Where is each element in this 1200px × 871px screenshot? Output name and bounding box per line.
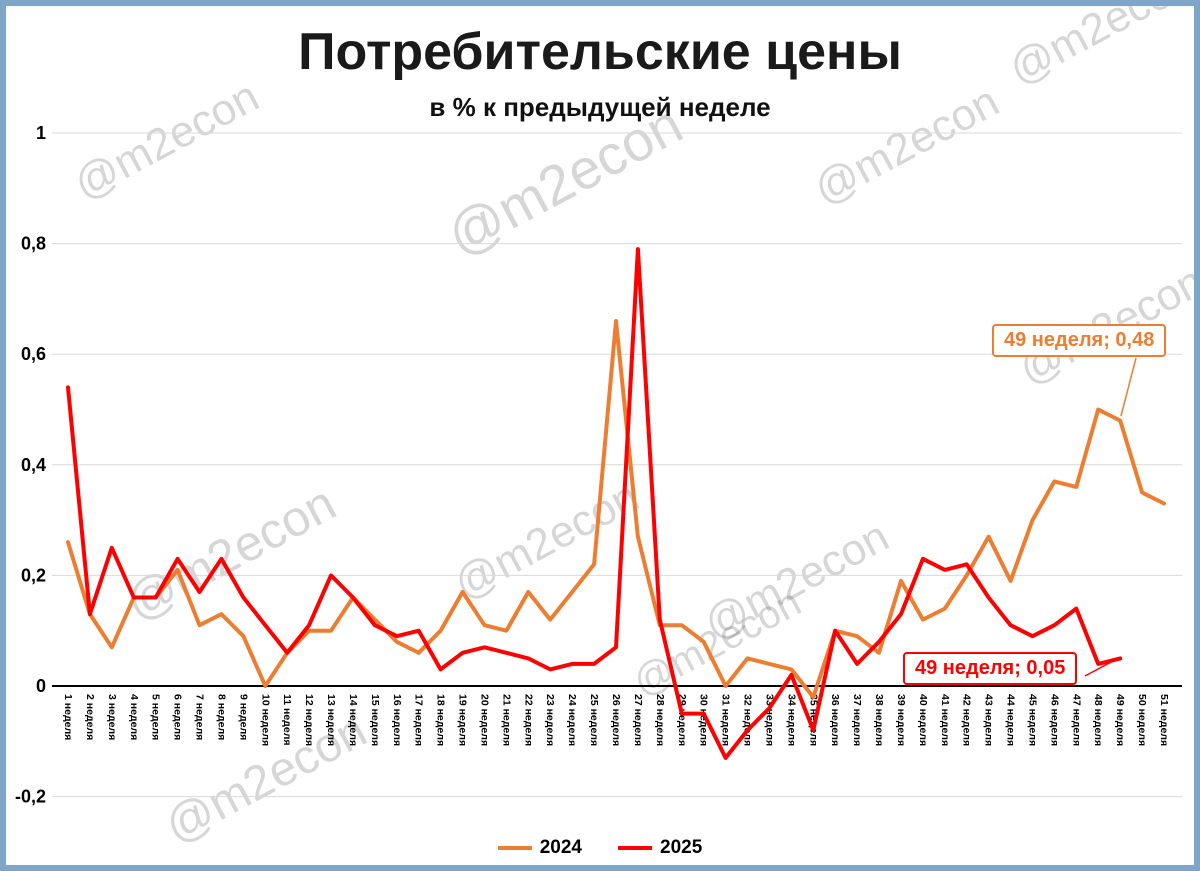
y-tick-label: 0,2	[21, 565, 46, 585]
x-tick-label: 9 неделя	[237, 694, 249, 740]
x-tick-label: 16 неделя	[391, 694, 403, 746]
annotation-leader-2024	[1120, 357, 1137, 417]
x-tick-label: 19 неделя	[457, 694, 469, 746]
x-tick-label: 25 неделя	[588, 694, 600, 746]
x-tick-label: 45 неделя	[1026, 694, 1038, 746]
legend-label-2024: 2024	[539, 837, 582, 858]
legend-item-2025: 2025	[618, 837, 702, 859]
x-tick-label: 12 неделя	[303, 694, 315, 746]
y-tick-label: 0	[36, 676, 46, 696]
x-tick-label: 40 неделя	[917, 694, 929, 746]
x-tick-label: 42 неделя	[961, 694, 973, 746]
x-tick-label: 27 неделя	[632, 694, 644, 746]
x-tick-label: 50 неделя	[1136, 694, 1148, 746]
y-tick-label: 1	[36, 123, 46, 143]
series-line-2024	[66, 319, 1166, 700]
x-tick-label: 35 неделя	[807, 694, 819, 746]
x-tick-label: 10 неделя	[259, 694, 271, 746]
x-tick-label: 36 неделя	[829, 694, 841, 746]
x-tick-label: 20 неделя	[478, 694, 490, 746]
x-tick-label: 43 неделя	[983, 694, 995, 746]
legend-swatch-2025	[618, 846, 652, 850]
line-chart: -0,200,20,40,60,811 неделя 2 неделя 3 неде…	[15, 123, 1182, 807]
x-tick-label: 47 неделя	[1070, 694, 1082, 746]
chart-subtitle: в % к предыдущей неделе	[429, 92, 771, 122]
chart-legend: 2024 2025	[6, 837, 1194, 859]
x-tick-label: 51 неделя	[1158, 694, 1170, 746]
x-tick-label: 21 неделя	[500, 694, 512, 746]
x-tick-label: 1 неделя	[62, 694, 74, 740]
x-tick-label: 22 неделя	[522, 694, 534, 746]
x-tick-label: 44 неделя	[1005, 694, 1017, 746]
series-line-2025	[66, 247, 1123, 760]
chart-title: Потребительские цены	[298, 23, 902, 81]
x-tick-label: 46 неделя	[1048, 694, 1060, 746]
x-tick-label: 14 неделя	[347, 694, 359, 746]
y-tick-label: -0,2	[15, 787, 46, 807]
x-tick-label: 7 неделя	[194, 694, 206, 740]
x-tick-label: 38 неделя	[873, 694, 885, 746]
y-tick-label: 0,6	[21, 344, 46, 364]
x-tick-label: 4 неделя	[128, 694, 140, 740]
x-tick-label: 3 неделя	[106, 694, 118, 740]
annotation-leader-2025	[1084, 659, 1116, 677]
y-tick-label: 0,8	[21, 234, 46, 254]
legend-label-2025: 2025	[660, 837, 703, 858]
x-tick-label: 28 неделя	[654, 694, 666, 746]
x-tick-label: 41 неделя	[939, 694, 951, 746]
x-tick-label: 39 неделя	[895, 694, 907, 746]
legend-item-2024: 2024	[497, 837, 582, 859]
y-tick-label: 0,4	[21, 455, 46, 475]
x-tick-label: 13 неделя	[325, 694, 337, 746]
x-tick-label: 2 неделя	[84, 694, 96, 740]
legend-swatch-2024	[497, 846, 532, 850]
x-tick-label: 8 неделя	[215, 694, 227, 740]
x-tick-label: 26 неделя	[610, 694, 622, 746]
x-tick-label: 34 неделя	[785, 694, 797, 746]
annotation-2025-week49: 49 неделя; 0,05	[903, 652, 1078, 685]
x-tick-label: 17 неделя	[413, 694, 425, 746]
annotation-2024-week49: 49 неделя; 0,48	[992, 324, 1167, 357]
x-tick-label: 24 неделя	[566, 694, 578, 746]
x-tick-label: 30 неделя	[698, 694, 710, 746]
x-tick-label: 5 неделя	[150, 694, 162, 740]
x-tick-label: 23 неделя	[544, 694, 556, 746]
x-tick-label: 37 неделя	[851, 694, 863, 746]
x-tick-label: 49 неделя	[1114, 694, 1126, 746]
x-tick-label: 11 неделя	[281, 694, 293, 746]
x-tick-label: 15 неделя	[369, 694, 381, 746]
x-tick-label: 31 неделя	[720, 694, 732, 746]
x-tick-label: 6 неделя	[172, 694, 184, 740]
x-tick-label: 18 неделя	[435, 694, 447, 746]
x-tick-label: 48 неделя	[1092, 694, 1104, 746]
